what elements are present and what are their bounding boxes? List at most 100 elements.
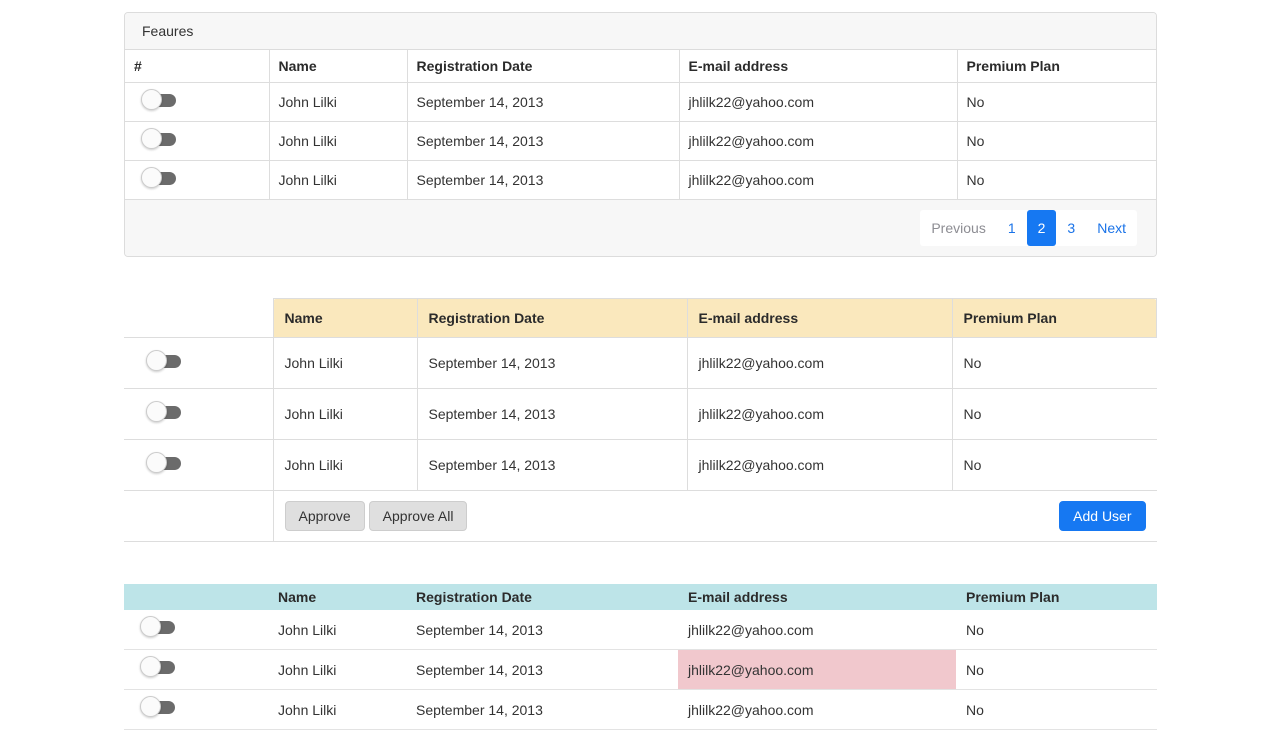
table-row: John Lilki September 14, 2013 jhlilk22@y… xyxy=(125,82,1156,122)
email-cell: jhlilk22@yahoo.com xyxy=(678,82,958,122)
registration-date-cell: September 14, 2013 xyxy=(406,82,680,122)
premium-plan-cell: No xyxy=(956,160,1156,200)
toggle-cell xyxy=(124,337,274,389)
premium-toggle[interactable] xyxy=(146,452,181,474)
email-cell-negative: jhlilk22@yahoo.com xyxy=(678,649,956,690)
approval-table: Name Registration Date E-mail address Pr… xyxy=(124,298,1157,542)
corner-header-cell xyxy=(124,584,268,610)
registration-date-cell: September 14, 2013 xyxy=(406,121,680,161)
name-cell: John Lilki xyxy=(272,388,418,440)
name-cell: John Lilki xyxy=(268,610,406,650)
toggle-knob xyxy=(146,350,167,371)
premium-toggle[interactable] xyxy=(141,89,176,111)
table-row: John Lilki September 14, 2013 jhlilk22@y… xyxy=(124,689,1157,730)
premium-plan-cell: No xyxy=(956,649,1157,690)
table-row: John Lilki September 14, 2013 jhlilk22@y… xyxy=(125,121,1156,161)
premium-toggle[interactable] xyxy=(141,128,176,150)
pagination-page-1[interactable]: 1 xyxy=(1007,220,1016,236)
toggle-knob xyxy=(141,167,162,188)
premium-plan-cell: No xyxy=(951,337,1157,389)
registration-date-cell: September 14, 2013 xyxy=(416,439,688,491)
toggle-knob xyxy=(140,656,161,677)
toggle-cell xyxy=(125,160,270,200)
column-header-name: Name xyxy=(268,584,406,610)
approve-all-button[interactable]: Approve All xyxy=(368,501,468,531)
name-cell: John Lilki xyxy=(268,121,408,161)
email-cell: jhlilk22@yahoo.com xyxy=(678,160,958,200)
email-cell: jhlilk22@yahoo.com xyxy=(678,121,958,161)
column-header-registration-date: Registration Date xyxy=(406,50,680,83)
email-cell: jhlilk22@yahoo.com xyxy=(686,439,953,491)
premium-toggle[interactable] xyxy=(140,656,175,678)
premium-plan-cell: No xyxy=(956,82,1156,122)
table-header-row: Name Registration Date E-mail address Pr… xyxy=(124,584,1157,610)
toggle-knob xyxy=(146,452,167,473)
table-row: John Lilki September 14, 2013 jhlilk22@y… xyxy=(124,610,1157,650)
registration-date-cell: September 14, 2013 xyxy=(406,649,678,690)
name-cell: John Lilki xyxy=(268,82,408,122)
panel-title: Feaures xyxy=(125,13,1156,50)
registration-date-cell: September 14, 2013 xyxy=(406,160,680,200)
premium-toggle[interactable] xyxy=(141,167,176,189)
premium-toggle[interactable] xyxy=(146,350,181,372)
toggle-cell xyxy=(125,82,270,122)
pagination-page-2-active[interactable]: 2 xyxy=(1026,210,1057,246)
column-header-name: Name xyxy=(272,298,418,338)
registration-date-cell: September 14, 2013 xyxy=(416,388,688,440)
table-row: John Lilki September 14, 2013 jhlilk22@y… xyxy=(124,337,1157,389)
column-header-premium-plan: Premium Plan xyxy=(956,584,1157,610)
table-row: John Lilki September 14, 2013 jhlilk22@y… xyxy=(124,439,1157,491)
premium-toggle[interactable] xyxy=(140,696,175,718)
pagination-previous[interactable]: Previous xyxy=(931,220,986,236)
toggle-cell xyxy=(124,689,268,730)
pagination-page-3[interactable]: 3 xyxy=(1067,220,1076,236)
column-header-premium-plan: Premium Plan xyxy=(956,50,1156,83)
toggle-cell xyxy=(124,610,268,650)
name-cell: John Lilki xyxy=(268,689,406,730)
page-container: Feaures # Name Registration Date E-mail … xyxy=(124,0,1157,730)
toggle-knob xyxy=(141,89,162,110)
table-header-row: # Name Registration Date E-mail address … xyxy=(125,50,1156,83)
toggle-knob xyxy=(146,401,167,422)
column-header-registration-date: Registration Date xyxy=(416,298,688,338)
table-row: John Lilki September 14, 2013 jhlilk22@y… xyxy=(124,649,1157,690)
toggle-knob xyxy=(140,616,161,637)
status-table: Name Registration Date E-mail address Pr… xyxy=(124,584,1157,730)
column-header-premium-plan: Premium Plan xyxy=(951,298,1157,338)
toggle-knob xyxy=(141,128,162,149)
premium-toggle[interactable] xyxy=(146,401,181,423)
panel-footer: Previous 1 2 3 Next xyxy=(125,200,1156,256)
features-panel: Feaures # Name Registration Date E-mail … xyxy=(124,12,1157,257)
table-row: John Lilki September 14, 2013 jhlilk22@y… xyxy=(124,388,1157,440)
premium-plan-cell: No xyxy=(956,610,1157,650)
toggle-cell xyxy=(125,121,270,161)
name-cell: John Lilki xyxy=(268,160,408,200)
registration-date-cell: September 14, 2013 xyxy=(416,337,688,389)
footer-empty-cell xyxy=(124,490,274,542)
premium-plan-cell: No xyxy=(951,439,1157,491)
email-cell: jhlilk22@yahoo.com xyxy=(686,388,953,440)
column-header-number: # xyxy=(125,50,270,83)
premium-plan-cell: No xyxy=(956,121,1156,161)
approve-button[interactable]: Approve xyxy=(284,501,365,531)
footer-actions-cell: Approve Approve All Add User xyxy=(272,490,1157,542)
column-header-name: Name xyxy=(268,50,408,83)
email-cell: jhlilk22@yahoo.com xyxy=(678,689,956,730)
toggle-knob xyxy=(140,696,161,717)
table-header-row: Name Registration Date E-mail address Pr… xyxy=(124,298,1157,338)
premium-plan-cell: No xyxy=(956,689,1157,730)
pagination: Previous 1 2 3 Next xyxy=(920,210,1137,246)
column-header-email: E-mail address xyxy=(686,298,953,338)
toggle-cell xyxy=(124,439,274,491)
premium-toggle[interactable] xyxy=(140,616,175,638)
name-cell: John Lilki xyxy=(272,439,418,491)
toggle-cell xyxy=(124,649,268,690)
premium-plan-cell: No xyxy=(951,388,1157,440)
corner-header-cell xyxy=(124,299,273,338)
email-cell: jhlilk22@yahoo.com xyxy=(678,610,956,650)
registration-date-cell: September 14, 2013 xyxy=(406,689,678,730)
features-table: # Name Registration Date E-mail address … xyxy=(125,50,1156,200)
add-user-button[interactable]: Add User xyxy=(1059,501,1146,531)
pagination-next[interactable]: Next xyxy=(1097,220,1126,236)
column-header-email: E-mail address xyxy=(678,50,958,83)
